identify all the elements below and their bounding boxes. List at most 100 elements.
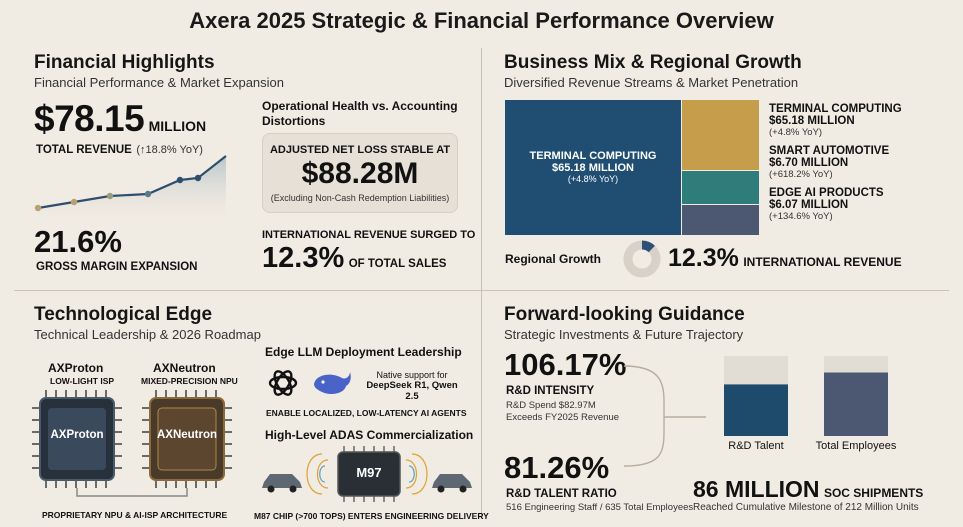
segment-value: $6.07 MILLION <box>769 199 849 211</box>
chip-connector <box>76 488 188 497</box>
trend-point <box>106 192 114 200</box>
trend-point <box>194 174 202 182</box>
bracket-connector <box>623 365 706 467</box>
margin-value: 21.6% <box>34 224 122 259</box>
treemap-edge-ai <box>682 205 759 235</box>
chip-architecture-graphic <box>32 390 232 497</box>
segment-growth: (+134.6% YoY) <box>769 211 833 222</box>
adas-caption: M87 CHIP (>700 TOPS) ENTERS ENGINEERING … <box>254 511 489 521</box>
revenue-unit: MILLION <box>148 118 207 134</box>
intl-suffix: OF TOTAL SALES <box>348 258 447 270</box>
business-heading: Business Mix & Regional Growth <box>504 52 802 73</box>
guidance-subheading: Strategic Investments & Future Trajector… <box>504 327 744 342</box>
segment-growth: (+618.2% YoY) <box>769 169 833 180</box>
treemap-other-terminal <box>682 100 759 170</box>
chip1-label: AXProton <box>50 429 104 441</box>
treemap: TERMINAL COMPUTING $65.18 MILLION (+4.8%… <box>505 100 759 235</box>
treemap-terminal: TERMINAL COMPUTING $65.18 MILLION (+4.8%… <box>505 100 681 235</box>
revenue-block: $78.15 MILLION <box>34 98 206 140</box>
loss-label: ADJUSTED NET LOSS STABLE AT <box>269 144 451 156</box>
regional-label: Regional Growth <box>505 252 601 266</box>
rd-value: 106.17% <box>504 347 627 382</box>
trend-point <box>144 190 152 198</box>
treemap-terminal-name: TERMINAL COMPUTING <box>529 150 657 162</box>
talent-label: R&D TALENT RATIO <box>506 488 617 500</box>
guidance-heading: Forward-looking Guidance <box>504 304 745 325</box>
chip-axproton-core <box>48 408 106 470</box>
shipments-label: SOC SHIPMENTS <box>823 486 924 500</box>
net-loss-card: ADJUSTED NET LOSS STABLE AT $88.28M (Exc… <box>262 133 458 213</box>
segment-item: EDGE AI PRODUCTS $6.07 MILLION (+134.6% … <box>769 187 954 222</box>
bar-label-rd-talent: R&D Talent <box>728 440 784 452</box>
treemap-terminal-value: $65.18 MILLION <box>552 162 634 174</box>
page-title: Axera 2025 Strategic & Financial Perform… <box>189 8 774 33</box>
arch-label: PROPRIETARY NPU & AI-ISP ARCHITECTURE <box>42 510 228 520</box>
tech-subheading: Technical Leadership & 2026 Roadmap <box>34 327 261 342</box>
segment-name: SMART AUTOMOTIVE <box>769 145 890 157</box>
regional-suffix: INTERNATIONAL REVENUE <box>743 255 902 269</box>
llm-caption: ENABLE LOCALIZED, LOW-LATENCY AI AGENTS <box>266 408 467 418</box>
segment-name: TERMINAL COMPUTING <box>769 103 902 115</box>
bar-label-total-employees: Total Employees <box>815 440 897 452</box>
trend-area <box>38 156 226 216</box>
segment-value: $6.70 MILLION <box>769 157 849 169</box>
rd-note-line1: R&D Spend $82.97M <box>506 400 596 411</box>
revenue-label-row: TOTAL REVENUE (↑18.8% YoY) <box>36 140 203 158</box>
llm-heading: Edge LLM Deployment Leadership <box>265 345 462 359</box>
loss-note: (Excluding Non-Cash Redemption Liabiliti… <box>270 193 450 203</box>
llm-note-line2: DeepSeek R1, Qwen 2.5 <box>366 380 458 402</box>
regional-value: 12.3% <box>668 244 739 272</box>
chip2-sub: MIXED-PRECISION NPU <box>141 376 238 386</box>
whale-logo-icon <box>314 372 351 394</box>
shipments-row: 86 MILLION SOC SHIPMENTS <box>693 476 923 503</box>
regional-donut-chart <box>623 240 661 278</box>
treemap-automotive <box>682 171 759 204</box>
tech-heading: Technological Edge <box>34 304 213 325</box>
ops-heading: Operational Health vs. Accounting Distor… <box>262 99 458 128</box>
revenue-growth: (↑18.8% YoY) <box>136 144 203 156</box>
llm-logo-icon <box>268 370 298 396</box>
llm-note: Native support for DeepSeek R1, Qwen 2.5 <box>364 370 460 402</box>
chip1-sub: LOW-LIGHT ISP <box>50 376 115 386</box>
segment-item: TERMINAL COMPUTING $65.18 MILLION (+4.8%… <box>769 103 954 138</box>
rd-label: R&D INTENSITY <box>506 385 595 397</box>
bar-total-employees <box>824 372 888 436</box>
intl-row: 12.3% OF TOTAL SALES <box>262 242 446 275</box>
talent-note: 516 Engineering Staff / 635 Total Employ… <box>506 502 694 513</box>
segment-name: EDGE AI PRODUCTS <box>769 187 884 199</box>
loss-value: $88.28M <box>301 157 419 190</box>
talent-value: 81.26% <box>504 450 610 485</box>
chip-axneutron-core <box>157 407 217 471</box>
segment-value: $65.18 MILLION <box>769 115 855 127</box>
chip2-title: AXNeutron <box>153 361 216 375</box>
segment-item: SMART AUTOMOTIVE $6.70 MILLION (+618.2% … <box>769 145 954 180</box>
trend-point <box>70 198 78 206</box>
revenue-trend-chart <box>34 155 227 216</box>
segment-growth: (+4.8% YoY) <box>769 127 823 138</box>
segment-list: TERMINAL COMPUTING $65.18 MILLION (+4.8%… <box>769 103 954 222</box>
intl-label: INTERNATIONAL REVENUE SURGED TO <box>262 229 476 241</box>
trend-point <box>176 176 184 184</box>
revenue-label: TOTAL REVENUE <box>36 144 132 156</box>
business-subheading: Diversified Revenue Streams & Market Pen… <box>504 75 799 90</box>
llm-note-line1: Native support for <box>376 370 448 380</box>
adas-heading: High-Level ADAS Commercialization <box>265 428 474 442</box>
donut-international-slice <box>623 240 661 278</box>
adas-chip <box>337 451 401 497</box>
shipments-value: 86 MILLION <box>693 476 820 502</box>
margin-label: GROSS MARGIN EXPANSION <box>36 261 198 273</box>
rd-note-line2: Exceeds FY2025 Revenue <box>506 412 620 423</box>
adas-chip-label: M97 <box>356 464 382 480</box>
talent-bar-chart <box>724 356 888 436</box>
adas-graphic <box>262 446 472 502</box>
trend-point <box>34 204 42 212</box>
left-car-icon <box>262 474 302 493</box>
vertical-divider <box>481 48 482 518</box>
right-car-icon <box>432 474 472 493</box>
treemap-terminal-growth: (+4.8% YoY) <box>567 174 619 184</box>
regional-row: 12.3% INTERNATIONAL REVENUE <box>668 244 902 273</box>
financial-subheading: Financial Performance & Market Expansion <box>34 75 285 90</box>
chip1-title: AXProton <box>48 361 104 375</box>
rd-note: R&D Spend $82.97M Exceeds FY2025 Revenue <box>506 400 619 424</box>
horizontal-divider <box>14 290 949 291</box>
